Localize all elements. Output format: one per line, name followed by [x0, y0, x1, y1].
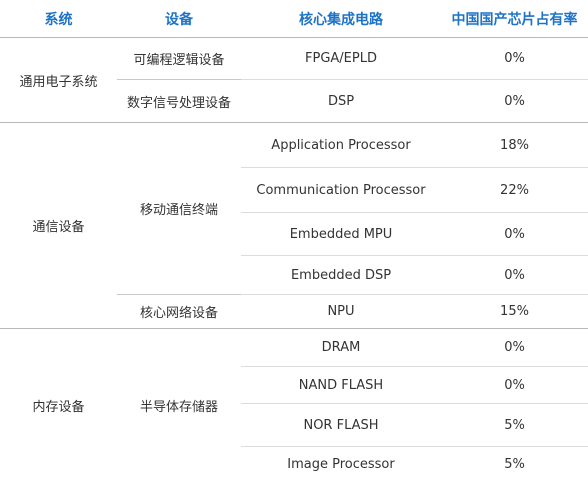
- table-body: 通用电子系统 可编程逻辑设备 FPGA/EPLD 0% 数字信号处理设备 DSP…: [0, 37, 588, 483]
- table-row: Communication Processor 22%: [0, 167, 588, 213]
- table-row: NOR FLASH 5%: [0, 403, 588, 447]
- system-cell: 通用电子系统: [0, 37, 117, 123]
- device-cell: 半导体存储器: [139, 400, 218, 416]
- device-cell: 数字信号处理设备: [117, 79, 241, 123]
- circuit-cell: DRAM: [241, 328, 441, 367]
- table-row: 通信设备 移动通信终端 Application Processor 18%: [0, 122, 588, 329]
- share-cell: 15%: [441, 294, 588, 329]
- table-row: 数字信号处理设备 DSP 0%: [0, 79, 588, 123]
- header-domestic-share: 中国国产芯片占有率: [441, 0, 588, 38]
- share-cell: 0%: [441, 255, 588, 295]
- share-cell: 0%: [441, 37, 588, 80]
- circuit-cell: DSP: [241, 79, 441, 123]
- table-row: 核心网络设备 NPU 15%: [0, 294, 588, 329]
- circuit-cell: Embedded MPU: [241, 212, 441, 256]
- share-cell: 0%: [441, 79, 588, 123]
- share-cell: 0%: [441, 212, 588, 256]
- device-cell: 移动通信终端: [117, 122, 241, 295]
- table-row: Embedded DSP 0%: [0, 255, 588, 295]
- table-row: 通用电子系统 可编程逻辑设备 FPGA/EPLD 0%: [0, 37, 588, 123]
- header-core-circuit: 核心集成电路: [241, 0, 441, 38]
- circuit-cell: NAND FLASH: [241, 366, 441, 404]
- share-cell: 5%: [504, 457, 525, 473]
- circuit-cell: Communication Processor: [241, 167, 441, 213]
- share-cell: 5%: [441, 403, 588, 447]
- system-cell: 内存设备: [32, 400, 85, 416]
- table-row: 内存设备 半导体存储器 DRAM 0%: [0, 328, 588, 415]
- device-cell: 核心网络设备: [117, 294, 241, 329]
- table-row: Image Processor 5%: [0, 447, 588, 483]
- header-row: 系统 设备 核心集成电路 中国国产芯片占有率: [0, 0, 588, 38]
- share-cell: 0%: [441, 328, 588, 367]
- table-row: Embedded MPU 0%: [0, 212, 588, 256]
- share-cell: 22%: [441, 167, 588, 213]
- header-device: 设备: [117, 0, 241, 38]
- table-row: NAND FLASH 0%: [0, 366, 588, 404]
- share-cell: 0%: [441, 366, 588, 404]
- circuit-cell: Image Processor: [287, 457, 395, 473]
- circuit-cell: FPGA/EPLD: [241, 37, 441, 80]
- circuit-cell: NPU: [241, 294, 441, 329]
- share-cell: 18%: [441, 122, 588, 168]
- table-header: 系统 设备 核心集成电路 中国国产芯片占有率: [0, 0, 588, 38]
- header-system: 系统: [0, 0, 117, 38]
- device-cell: 可编程逻辑设备: [117, 37, 241, 80]
- circuit-cell: NOR FLASH: [241, 403, 441, 447]
- circuit-cell: Embedded DSP: [241, 255, 441, 295]
- circuit-cell: Application Processor: [241, 122, 441, 168]
- system-cell: 通信设备: [0, 122, 117, 329]
